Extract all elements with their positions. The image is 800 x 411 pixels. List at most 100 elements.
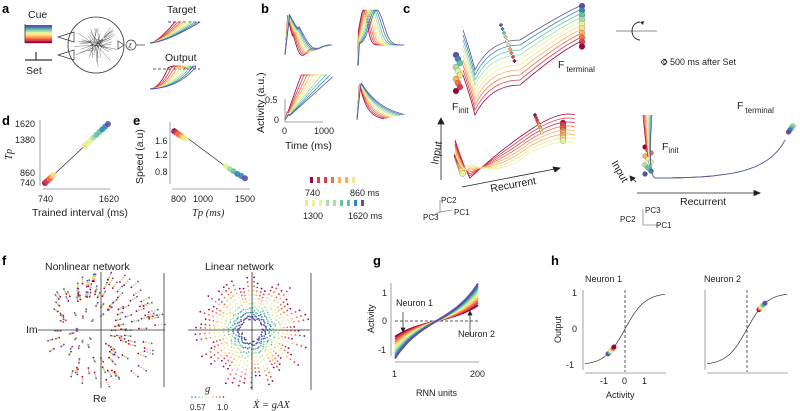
diamond-legend-icon (660, 58, 668, 66)
f-eigenvalue (144, 355, 147, 358)
panel-label-a: a (2, 1, 10, 16)
f-eigenvalue (248, 318, 251, 321)
f-eigenvalue (114, 319, 117, 322)
f-eigenvalue (271, 380, 274, 382)
f-eigenvalue (145, 316, 148, 319)
f-eigenvalue (231, 311, 234, 314)
f-eigenvalue (268, 313, 271, 316)
f-eigenvalue (146, 302, 149, 305)
c-rotated-pc-axes (642, 209, 660, 226)
f-eigenvalue (53, 308, 56, 310)
f-eigenvalue (274, 346, 277, 349)
f-eigenvalue (257, 367, 260, 369)
c-recurrent-label: Recurrent (489, 175, 537, 195)
f-eigenvalue (210, 362, 213, 365)
f-eigenvalue (89, 338, 92, 341)
f-eigenvalue (237, 340, 240, 343)
activity-trace (284, 14, 315, 56)
f-eigenvalue (258, 370, 261, 373)
f-init-point (452, 87, 460, 95)
f-eigenvalue (164, 323, 166, 326)
f-terminal-point (559, 137, 567, 144)
f-eigenvalue (119, 293, 122, 296)
f-eigenvalue (128, 278, 131, 280)
e-data-point (182, 136, 189, 143)
f-eigenvalue (293, 325, 296, 328)
f-eigenvalue (104, 285, 107, 288)
f-eigenvalue (79, 298, 82, 301)
f-eigenvalue (113, 353, 116, 356)
f-ylabel: Im (26, 324, 38, 336)
f-eigenvalue (68, 353, 71, 356)
f-eigenvalue (111, 277, 114, 280)
f-eigenvalue (111, 287, 114, 290)
panel-c-trajectories (452, 2, 796, 179)
recurrent-connection (97, 27, 112, 51)
f-eigenvalue (238, 287, 241, 290)
f-eigenvalue (233, 347, 236, 349)
f-axes (38, 272, 312, 390)
f-eigenvalue (274, 324, 277, 327)
f-eigenvalue (246, 281, 249, 283)
f-eigenvalue (98, 291, 101, 294)
f-eigenvalue (110, 279, 113, 282)
f-eigenvalue (275, 341, 278, 344)
f-eigenvalue (134, 373, 137, 376)
e-xlabel: Tp (ms) (192, 208, 225, 219)
f-eigenvalue (108, 385, 111, 388)
f-eigenvalue (56, 302, 59, 305)
f-eigenvalue (109, 358, 112, 360)
f-eigenvalue (208, 324, 211, 327)
f-eigenvalue (87, 368, 90, 371)
f-eigenvalue (113, 370, 116, 373)
f-eigenvalue (149, 313, 152, 316)
f-eigenvalue (238, 333, 241, 335)
f-eigenvalue (133, 320, 135, 323)
f-init-point (642, 171, 648, 177)
f-eigenvalue (119, 323, 122, 326)
f-eigenvalue (117, 356, 120, 359)
f-eigenvalue (222, 315, 225, 318)
f-eigenvalue (119, 287, 122, 290)
f-eigenvalue (243, 342, 245, 344)
g-ytick: 1 (382, 288, 387, 298)
f-eigenvalue (237, 338, 240, 341)
trajectory-bottom (454, 141, 576, 170)
f-eigenvalue (143, 347, 146, 349)
f-eigenvalue (85, 285, 88, 288)
f-eigenvalue (304, 346, 307, 349)
f-eigenvalue (134, 344, 136, 347)
f-eigenvalue (76, 371, 79, 374)
f-eigenvalue (237, 384, 240, 387)
f-eigenvalue (229, 321, 232, 324)
f-eigenvalue (115, 325, 118, 328)
f-eigenvalue (58, 294, 61, 297)
f-eigenvalue (89, 288, 92, 291)
f-eigenvalue (116, 296, 119, 299)
f-eigenvalue (295, 343, 298, 346)
f-eigenvalue (236, 307, 239, 310)
f-eigenvalue (283, 349, 286, 352)
f-eigenvalue (217, 325, 220, 328)
f-eigenvalue (103, 369, 106, 372)
f-eigenvalue (203, 312, 206, 315)
f-eigenvalue (115, 298, 118, 301)
f-eigenvalue (79, 295, 82, 298)
f-eigenvalue (148, 317, 151, 320)
f-eigenvalue (118, 336, 121, 339)
c-pc2-rotated: PC2 (620, 215, 636, 224)
f-eigenvalue (113, 348, 116, 351)
f-eigenvalue (285, 290, 288, 293)
f-eigenvalue (220, 293, 223, 296)
f-equation: Ẋ = gAX (252, 399, 290, 411)
f-eigenvalue (114, 363, 117, 366)
f-eigenvalue (232, 353, 234, 356)
f-eigenvalue (241, 323, 244, 326)
output-curve (149, 65, 194, 90)
g-xtick: 1 (392, 369, 397, 379)
f-colorbar-dot (205, 396, 207, 398)
diamond-marker (512, 58, 517, 64)
trajectory-top (462, 5, 581, 72)
f-eigenvalue (195, 326, 197, 329)
f-eigenvalue (237, 351, 239, 354)
